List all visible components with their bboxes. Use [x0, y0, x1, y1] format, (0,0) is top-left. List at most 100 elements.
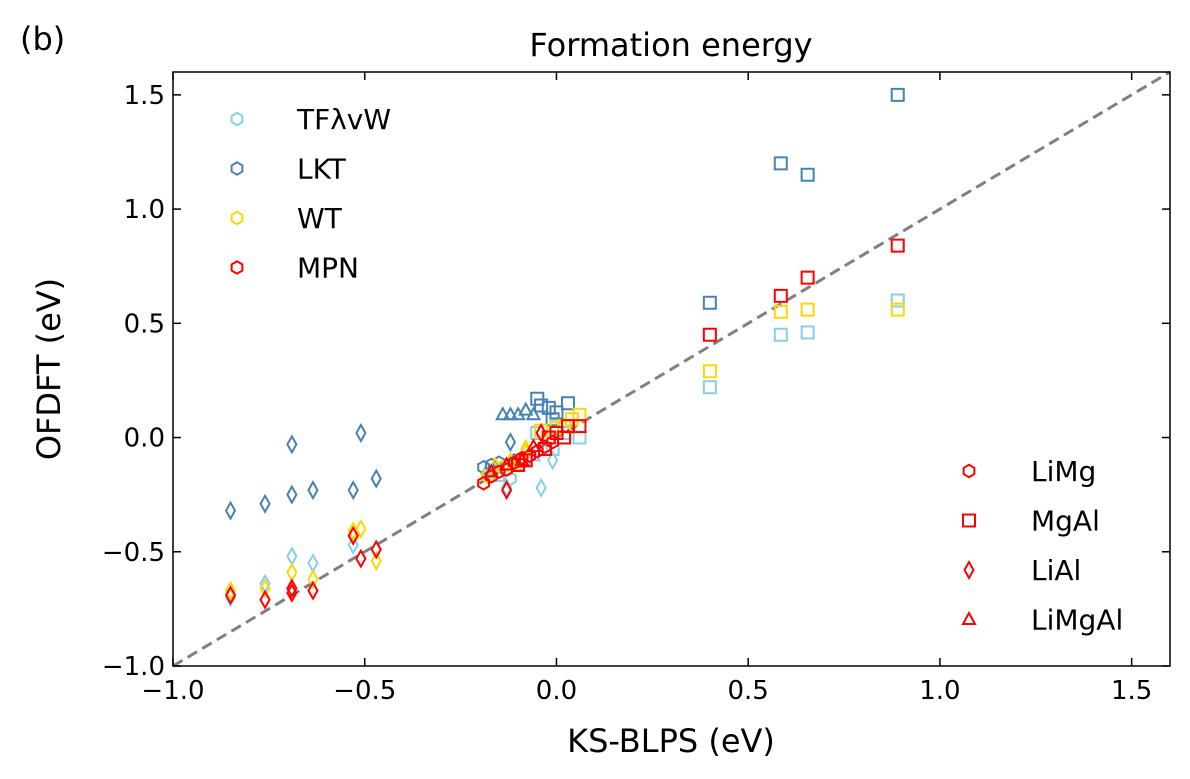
- data-point: [307, 569, 319, 590]
- plot-area: [172, 70, 1171, 668]
- data-point: [530, 443, 544, 459]
- legend-label: MgAl: [1031, 505, 1100, 538]
- legend-label: LiMgAl: [1031, 604, 1123, 637]
- data-point: [370, 539, 382, 560]
- legend-marker: [962, 513, 976, 528]
- data-point: [307, 580, 319, 601]
- x-tick-label: 0.0: [536, 676, 577, 706]
- data-point: [520, 438, 532, 460]
- data-point: [518, 401, 534, 416]
- data-point: [890, 238, 905, 253]
- legend-functional: TFλvW LKT WT MPN: [230, 103, 391, 285]
- x-axis-label: KS-BLPS (eV): [567, 722, 775, 760]
- data-point: [224, 500, 237, 521]
- data-point: [492, 464, 506, 480]
- data-point: [546, 434, 559, 450]
- chart-title: Formation energy: [529, 26, 812, 64]
- data-point: [224, 580, 237, 601]
- data-point: [773, 327, 788, 342]
- data-point: [286, 484, 298, 505]
- legend-label: TFλvW: [296, 103, 391, 136]
- legend-label: LiMg: [1031, 455, 1096, 488]
- data-point: [890, 87, 905, 102]
- data-point: [800, 325, 815, 340]
- data-point: [286, 578, 298, 599]
- data-point: [800, 270, 815, 285]
- legend-marker: [230, 161, 244, 176]
- legend-marker: [230, 210, 244, 226]
- data-point: [523, 448, 536, 464]
- data-point: [773, 304, 788, 319]
- data-point: [534, 423, 549, 438]
- data-point: [800, 167, 815, 182]
- x-tick-label: 1.0: [919, 676, 960, 706]
- x-tick-label: 1.5: [1111, 676, 1152, 706]
- data-point: [259, 493, 271, 514]
- data-point: [286, 434, 298, 455]
- legend-marker: [961, 610, 977, 625]
- y-tick-label: 0.0: [124, 424, 165, 454]
- data-point: [538, 439, 552, 455]
- legend-system: LiMg MgAl LiAl LiMgAl: [961, 455, 1123, 637]
- y-tick-label: 0.5: [124, 309, 165, 339]
- data-point: [355, 422, 367, 444]
- data-point: [515, 450, 529, 466]
- reference-line: [172, 70, 1171, 668]
- data-point: [484, 469, 498, 484]
- y-tick-label: −1.0: [102, 652, 165, 682]
- x-tick-label: −0.5: [333, 676, 396, 706]
- legend-marker: [230, 260, 244, 275]
- data-point: [370, 550, 382, 571]
- data-point: [702, 380, 717, 395]
- data-point: [286, 582, 298, 603]
- data-point: [525, 406, 542, 421]
- x-tick-label: 0.5: [728, 676, 769, 706]
- data-point: [259, 578, 271, 599]
- data-point: [347, 534, 359, 555]
- data-point: [702, 295, 717, 310]
- data-point: [534, 398, 549, 413]
- plot-frame: [172, 71, 1171, 667]
- data-point: [546, 450, 559, 471]
- y-axis: −1.0 −0.5 0.0 0.5 1.0 1.5: [102, 81, 1170, 682]
- data-point: [347, 480, 359, 501]
- data-point: [535, 422, 547, 444]
- x-axis: −1.0 −0.5 0.0 0.5 1.0 1.5: [141, 72, 1152, 706]
- legend-marker: [963, 559, 975, 581]
- data-point: [773, 156, 788, 171]
- legend-label: LKT: [297, 153, 347, 186]
- y-tick-label: 1.0: [124, 195, 165, 225]
- data-point: [259, 589, 271, 610]
- panel-label: (b): [20, 20, 65, 58]
- legend-marker: [230, 111, 244, 127]
- data-point: [549, 405, 564, 420]
- data-point: [307, 480, 319, 501]
- data-point: [347, 525, 359, 546]
- legend-label: LiAl: [1031, 554, 1081, 587]
- y-tick-label: 1.5: [124, 81, 165, 111]
- data-point: [355, 518, 367, 539]
- legend-marker: [962, 463, 976, 479]
- data-point: [224, 585, 237, 606]
- data-point: [504, 432, 517, 453]
- data-point: [564, 412, 579, 427]
- data-point: [549, 425, 564, 440]
- series-LKT: [224, 87, 905, 521]
- y-tick-label: −0.5: [102, 538, 165, 568]
- data-point: [355, 548, 367, 569]
- data-point: [500, 480, 513, 501]
- data-point: [507, 455, 521, 471]
- legend-label: MPN: [297, 252, 359, 285]
- data-point: [773, 288, 788, 303]
- data-point: [890, 302, 905, 317]
- data-point: [702, 327, 717, 342]
- data-point: [800, 302, 815, 317]
- legend-label: WT: [297, 202, 343, 235]
- data-point: [535, 477, 547, 498]
- series-MPN: [224, 238, 905, 610]
- y-axis-label: OFDFT (eV): [30, 278, 68, 460]
- x-tick-label: −1.0: [141, 676, 204, 706]
- data-point: [370, 468, 382, 489]
- data-point: [495, 406, 511, 421]
